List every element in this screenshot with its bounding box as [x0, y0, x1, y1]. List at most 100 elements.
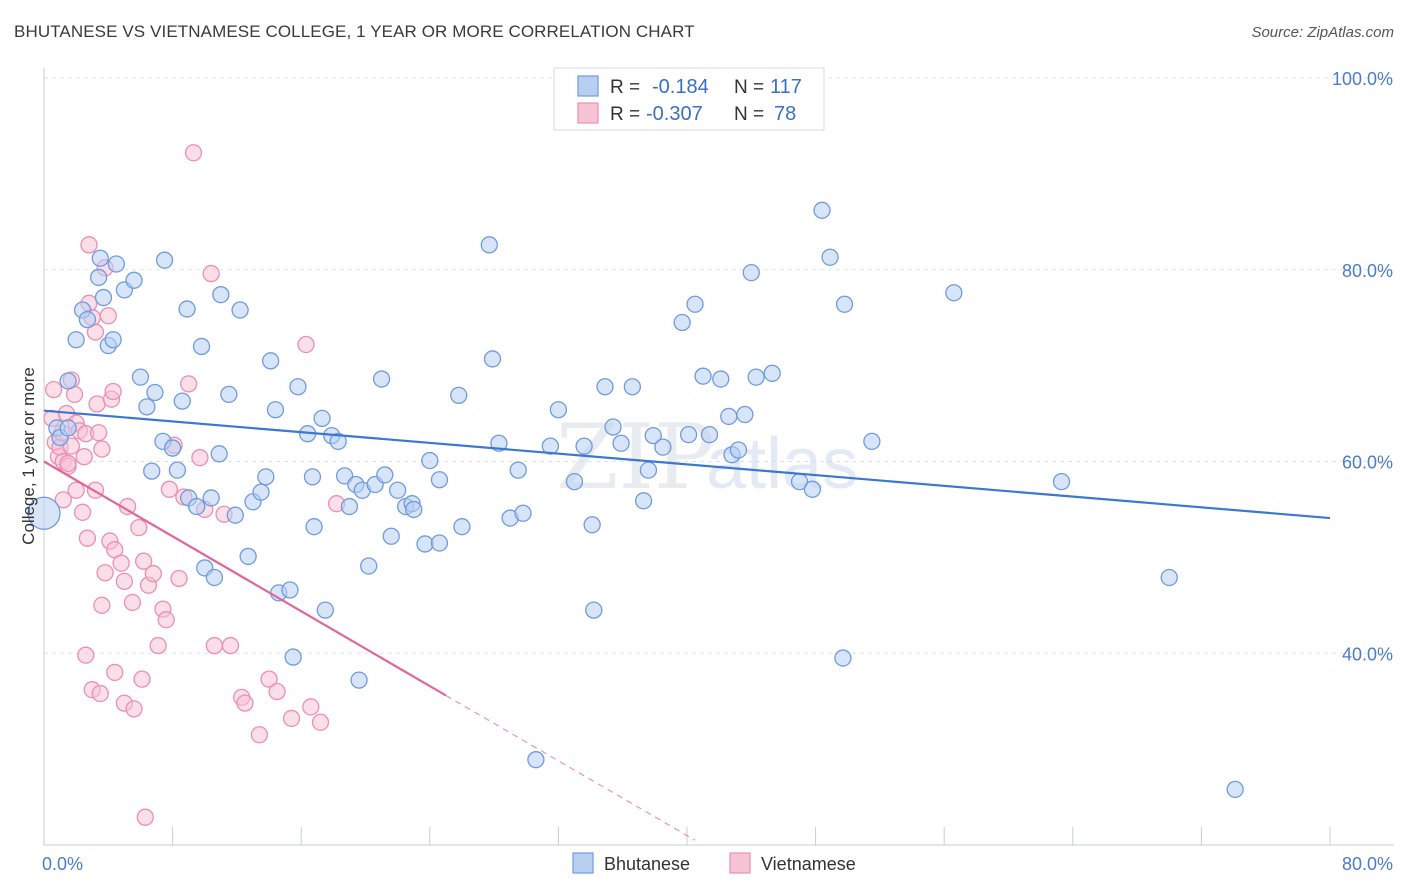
bhutanese-point-84: [583, 516, 601, 534]
vietnamese-point-54: [191, 449, 209, 467]
bhutanese-point-50: [316, 601, 334, 619]
bhutanese-point-61: [376, 466, 394, 484]
bhutanese-point-87: [604, 418, 622, 436]
bhutanese-point-31: [210, 445, 228, 463]
bhutanese-point-102: [729, 441, 748, 459]
legend-item-bhutanese: Bhutanese: [604, 854, 690, 874]
bhutanese-point-8: [91, 249, 109, 267]
legend-r-value-1: -0.184: [652, 76, 709, 98]
bhutanese-point-17: [143, 462, 161, 480]
vietnamese-point-26: [54, 491, 72, 509]
bhutanese-point-60: [372, 370, 391, 388]
legend-r-label-2: R =: [610, 104, 640, 125]
bhutanese-point-40: [262, 352, 280, 370]
bhutanese-point-44: [284, 648, 302, 666]
legend-swatch-pink: [577, 102, 599, 124]
bhutanese-point-93: [654, 438, 672, 456]
vietnamese-point-64: [268, 682, 286, 701]
y-tick-label-40: 40.0%: [1342, 644, 1393, 664]
bhutanese-point-103: [736, 405, 754, 424]
bhutanese-point-11: [104, 331, 122, 349]
bhutanese-point-47: [303, 468, 322, 486]
bhutanese-point-118: [27, 496, 61, 530]
bhutanese-point-20: [155, 251, 174, 269]
bhutanese-point-99: [712, 370, 730, 388]
vietnamese-point-47: [157, 611, 175, 629]
vietnamese-point-61: [236, 694, 254, 712]
vietnamese-point-23: [99, 307, 117, 325]
vietnamese-point-48: [160, 480, 179, 498]
legend-item-vietnamese-swatch: [729, 852, 751, 874]
bhutanese-point-111: [835, 295, 854, 313]
vietnamese-point-13: [75, 448, 93, 466]
bhutanese-point-115: [1052, 472, 1071, 491]
legend-swatch-blue: [577, 75, 599, 97]
vietnamese-point-77: [136, 808, 154, 826]
vietnamese-point-56: [202, 264, 220, 283]
bhutanese-point-43: [281, 581, 299, 599]
bhutanese-point-67: [416, 535, 434, 553]
vietnamese-point-29: [67, 481, 85, 499]
vietnamese-point-16: [80, 236, 98, 254]
bhutanese-point-68: [421, 451, 439, 470]
bhutanese-point-18: [146, 383, 164, 402]
x-tick-label-max: 80.0%: [1342, 854, 1393, 874]
bhutanese-point-110: [821, 248, 839, 266]
legend-item-bhutanese-swatch: [572, 852, 594, 874]
bhutanese-point-74: [483, 350, 502, 368]
bhutanese-point-92: [644, 426, 662, 445]
bhutanese-point-3: [59, 419, 77, 437]
bhutanese-point-21: [163, 439, 182, 457]
bhutanese-point-6: [78, 310, 97, 329]
bhutanese-point-94: [673, 313, 691, 332]
bhutanese-point-79: [527, 751, 545, 769]
bhutanese-point-29: [202, 489, 220, 507]
vietnamese-point-66: [297, 335, 315, 354]
bhutanese-point-106: [763, 364, 781, 382]
bhutanese-point-23: [173, 392, 191, 410]
bhutanese-point-22: [168, 461, 187, 479]
vietnamese-point-20: [90, 424, 108, 442]
bhutanese-point-71: [450, 386, 468, 404]
vietnamese-point-75: [125, 700, 143, 718]
tick-labels: 40.0% 60.0% 80.0% 100.0% 0.0% 80.0%: [42, 69, 1393, 874]
bhutanese-point-38: [252, 483, 270, 501]
bhutanese-point-66: [405, 500, 423, 519]
y-axis-title: College, 1 year or more: [19, 367, 38, 545]
vietnamese-point-44: [144, 565, 162, 583]
vietnamese-point-41: [130, 519, 148, 537]
bhutanese-point-35: [231, 301, 249, 319]
bhutanese-point-24: [178, 300, 196, 318]
bhutanese-point-56: [350, 671, 368, 689]
vietnamese-point-33: [93, 596, 111, 614]
legend-n-value-1: 117: [770, 76, 802, 98]
gridlines: [44, 77, 1394, 654]
bhutanese-point-81: [549, 401, 568, 419]
vietnamese-point-76: [133, 670, 151, 688]
vietnamese-point-38: [115, 572, 134, 590]
vietnamese-point-73: [106, 663, 124, 682]
bhutanese-point-7: [90, 268, 108, 287]
bhutanese-point-113: [863, 432, 881, 451]
vietnamese-point-70: [77, 646, 95, 664]
bhutanese-point-88: [612, 434, 630, 452]
vietnamese-point-30: [73, 503, 92, 521]
vietnamese-point-63: [260, 670, 278, 688]
x-tick-label-min: 0.0%: [42, 854, 83, 874]
bhutanese-point-30: [205, 568, 224, 587]
bhutanese-point-4: [67, 331, 85, 349]
bhutanese-point-36: [239, 547, 257, 566]
bhutanese-point-91: [639, 461, 658, 479]
bhutanese-point-85: [585, 601, 603, 619]
bhutanese-point-2: [59, 372, 77, 390]
vietnamese-point-42: [135, 552, 153, 570]
vietnamese-point-50: [170, 569, 188, 588]
bhutanese-point-16: [138, 398, 156, 416]
bhutanese-point-109: [813, 201, 831, 219]
bhutanese-point-117: [1226, 780, 1244, 799]
y-tick-label-80: 80.0%: [1342, 261, 1393, 281]
watermark-atlas: atlas: [706, 424, 858, 504]
correlation-legend: R = -0.184 N = 117 R = -0.307 N = 78: [553, 67, 825, 131]
vietnamese-point-65: [282, 709, 301, 728]
bhutanese-point-104: [742, 263, 760, 282]
